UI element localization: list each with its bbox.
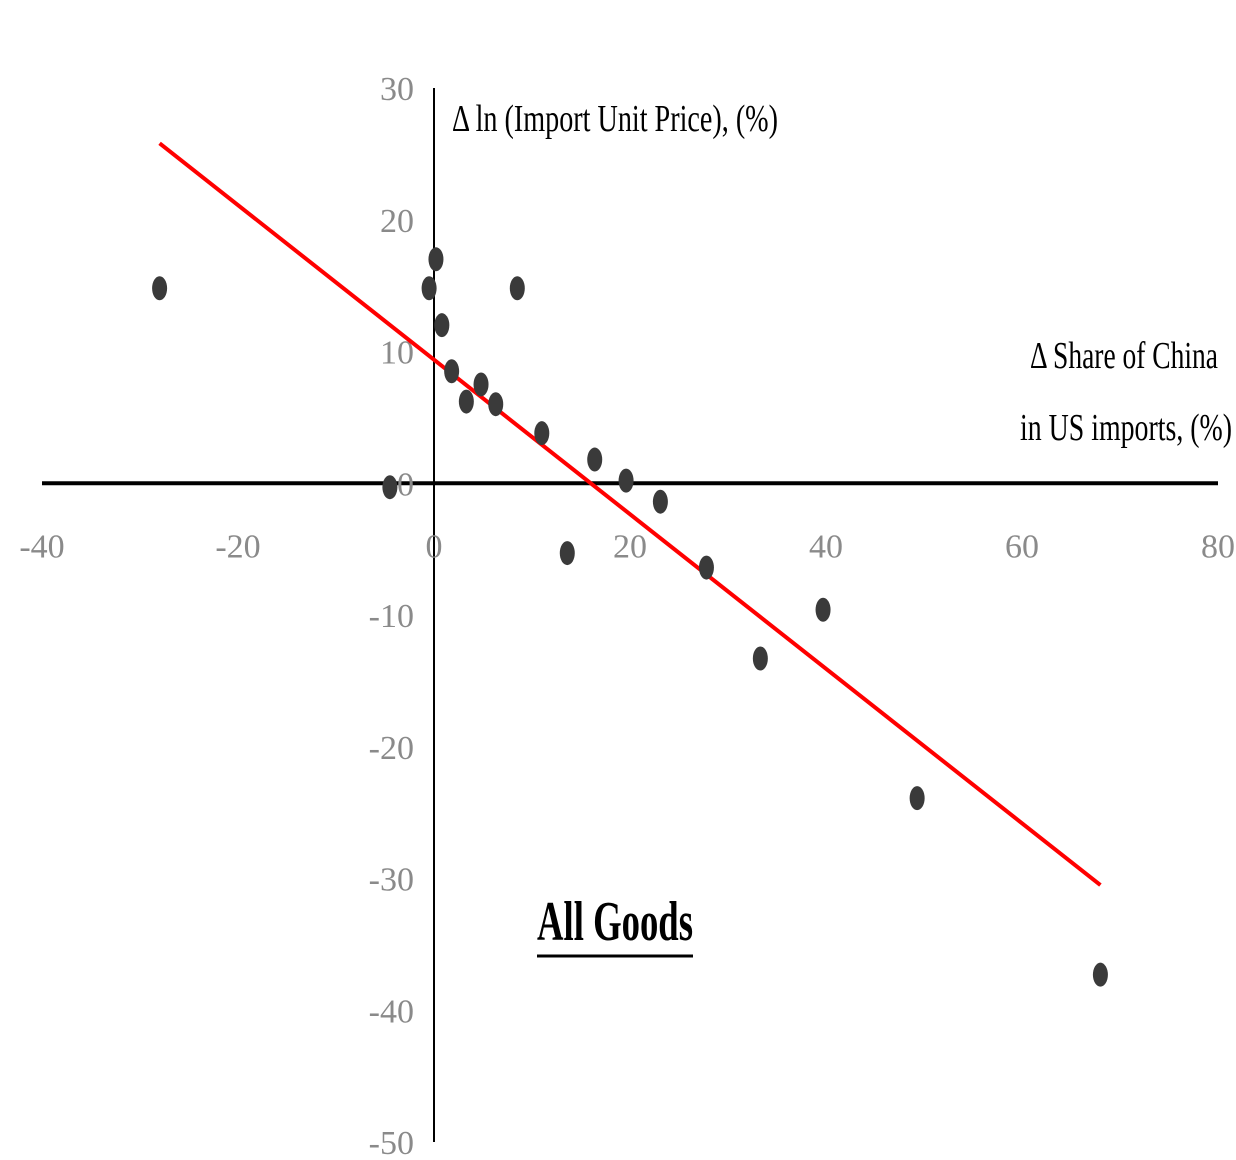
- y-tick-label: -10: [369, 598, 414, 635]
- data-point: [618, 468, 634, 493]
- data-point: [152, 276, 168, 301]
- y-tick-label: 30: [380, 71, 414, 108]
- x-tick-label: 20: [613, 528, 647, 565]
- data-point: [473, 372, 489, 397]
- x-tick-label: 40: [809, 528, 843, 565]
- data-point: [909, 786, 925, 811]
- y-tick-label: -40: [369, 993, 414, 1030]
- x-tick-label: -40: [19, 528, 64, 565]
- y-tick-label: -50: [369, 1125, 414, 1160]
- regression-fit-line: [158, 141, 1102, 887]
- data-point: [559, 541, 575, 566]
- data-point: [488, 392, 504, 417]
- x-tick-label: 0: [426, 528, 443, 565]
- data-point: [434, 313, 450, 338]
- data-point: [1092, 962, 1108, 987]
- panel-label: All Goods: [537, 891, 693, 953]
- data-point: [587, 447, 603, 472]
- y-tick-label: 20: [380, 203, 414, 240]
- data-point: [428, 247, 444, 272]
- data-point: [752, 646, 768, 671]
- x-tick-labels: -40 -20 0 20 40 60 80: [19, 528, 1235, 565]
- y-tick-label: 0: [397, 466, 414, 503]
- data-point: [652, 489, 668, 514]
- data-point: [382, 475, 398, 500]
- y-axis-title: Δ ln (Import Unit Price), (%): [452, 98, 778, 140]
- data-point: [815, 597, 831, 622]
- x-tick-label: -20: [215, 528, 260, 565]
- data-point: [509, 276, 525, 301]
- data-point: [444, 359, 460, 384]
- x-axis-title-line-2: in US imports, (%): [1020, 407, 1232, 449]
- data-points: [152, 247, 1108, 987]
- x-axis-title-line-1: Δ Share of China: [1030, 335, 1218, 377]
- y-tick-label: -20: [369, 730, 414, 767]
- data-point: [534, 421, 550, 446]
- data-point: [698, 555, 714, 580]
- x-tick-label: 80: [1201, 528, 1235, 565]
- y-tick-label: -30: [369, 862, 414, 899]
- data-point: [458, 389, 474, 414]
- x-tick-label: 60: [1005, 528, 1039, 565]
- data-point: [421, 276, 437, 301]
